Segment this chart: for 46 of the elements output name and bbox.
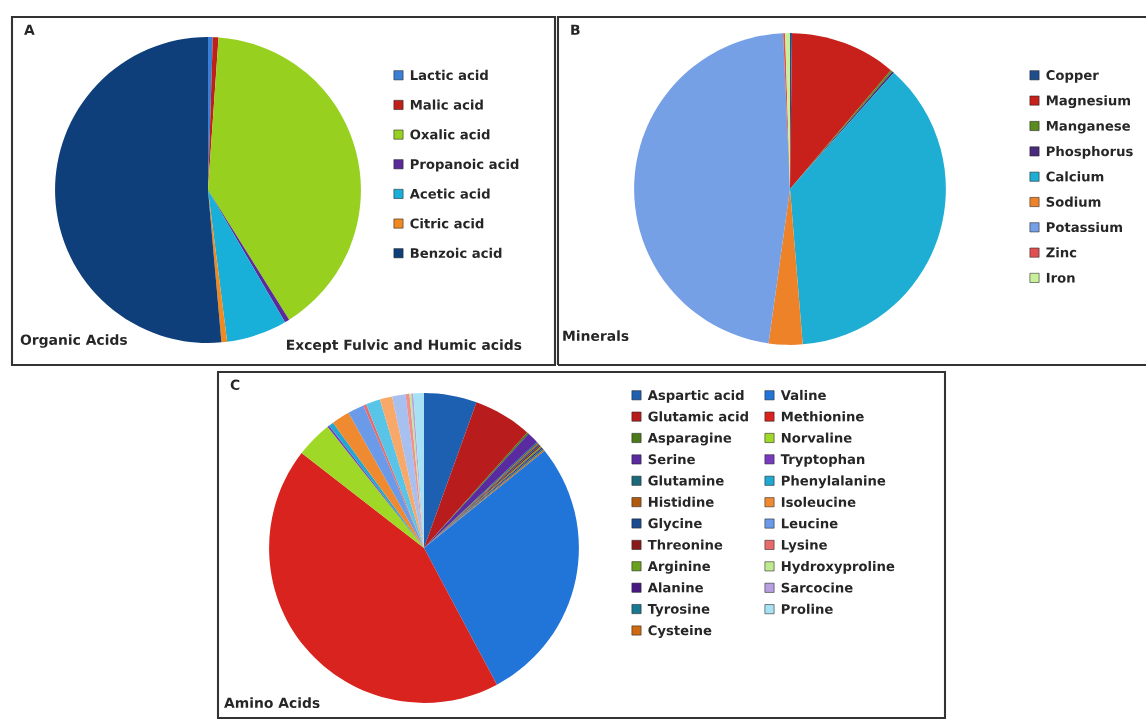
text: Minerals	[563, 330, 629, 342]
legend-label: Aspartic acid	[647, 389, 744, 403]
legend-label: Tryptophan	[780, 453, 865, 467]
legend-label: Hydroxyproline	[781, 560, 895, 574]
legend-label: Zinc	[1046, 247, 1077, 258]
legend-label: Potassium	[1046, 221, 1122, 233]
legend-label: Manganese	[1046, 120, 1130, 134]
legend-label: Malic acid	[410, 99, 483, 110]
legend-label: Oxalic acid	[410, 129, 490, 140]
legend-label: Calcium	[1046, 171, 1104, 182]
legend-label: Sodium	[1046, 196, 1101, 207]
legend-label: Serine	[648, 454, 695, 465]
legend-label: Acetic acid	[409, 188, 490, 199]
legend-label: Glutamic acid	[648, 411, 748, 422]
chart-title: A	[24, 24, 35, 35]
legend-label: Isoleucine	[781, 496, 856, 508]
legend-label: Lysine	[781, 539, 827, 553]
legend-label: Cysteine	[648, 625, 712, 638]
legend-label: Alanine	[647, 582, 703, 593]
legend-label: Methionine	[781, 411, 864, 422]
legend-label: Lactic acid	[410, 69, 488, 81]
legend-label: Phenylalanine	[781, 475, 886, 489]
text: Organic Acids	[20, 334, 127, 348]
legend-label: Magnesium	[1046, 95, 1130, 109]
legend-label: Citric acid	[410, 218, 484, 229]
chart-title: C	[230, 379, 240, 391]
legend-label: Copper	[1046, 70, 1099, 83]
legend-label: Valine	[780, 389, 826, 401]
legend-label: Leucine	[781, 518, 838, 529]
legend-label: Norvaline	[781, 432, 852, 443]
text: Amino Acids	[224, 697, 320, 709]
legend-label: Proline	[781, 603, 833, 614]
legend-label: Glycine	[648, 518, 702, 531]
legend-label: Threonine	[647, 539, 723, 550]
legend-label: Tyrosine	[647, 603, 710, 617]
legend-label: Asparagine	[647, 432, 732, 446]
legend-label: Arginine	[647, 560, 711, 574]
legend-label: Iron	[1046, 272, 1075, 283]
text: Except Fulvic and Humic acids	[287, 339, 522, 353]
legend-label: Histidine	[648, 496, 714, 507]
chart-title: B	[571, 24, 580, 35]
legend-label: Sarcocine	[781, 582, 853, 593]
legend-label: Phosphorus	[1046, 145, 1133, 159]
legend-label: Glutamine	[648, 475, 724, 486]
legend-label: Benzoic acid	[410, 247, 502, 259]
legend-label: Propanoic acid	[410, 158, 519, 172]
